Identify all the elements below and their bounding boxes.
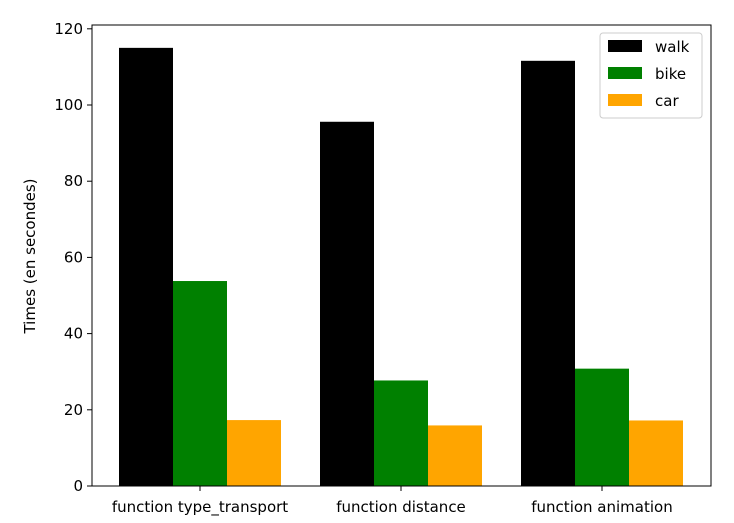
- y-axis-label: Times (en secondes): [21, 178, 39, 334]
- bar-walk-3: [521, 60, 575, 486]
- y-tick-label: 120: [54, 20, 83, 38]
- legend-swatch-car: [608, 94, 642, 106]
- legend-swatch-bike: [608, 67, 642, 79]
- x-tick-label: function distance: [336, 498, 466, 516]
- bar-car-1: [227, 420, 281, 486]
- axes-layer: 0 20 40 60 80 100 120 function type_transport fu…: [54, 20, 712, 517]
- legend: walk bike car: [599, 32, 703, 119]
- y-tick-label: 60: [64, 248, 83, 266]
- x-tick-label: function type_transport: [112, 498, 288, 517]
- legend-swatch-walk: [608, 40, 642, 52]
- y-tick-label: 0: [73, 477, 83, 495]
- legend-label-walk: walk: [655, 38, 690, 56]
- y-tick-label: 40: [64, 325, 83, 343]
- bar-car-3: [629, 420, 683, 486]
- bar-walk-1: [119, 47, 173, 487]
- bars-layer: [119, 47, 683, 487]
- bar-bike-3: [575, 368, 629, 486]
- y-tick-label: 100: [54, 96, 83, 114]
- x-tick-label: function animation: [531, 498, 672, 516]
- bar-walk-2: [320, 121, 374, 486]
- legend-label-car: car: [655, 92, 679, 110]
- y-tick-label: 80: [64, 172, 83, 190]
- bar-car-2: [428, 425, 482, 486]
- y-tick-label: 20: [64, 401, 83, 419]
- bar-bike-1: [173, 281, 227, 486]
- bar-bike-2: [374, 380, 428, 486]
- legend-label-bike: bike: [655, 65, 686, 83]
